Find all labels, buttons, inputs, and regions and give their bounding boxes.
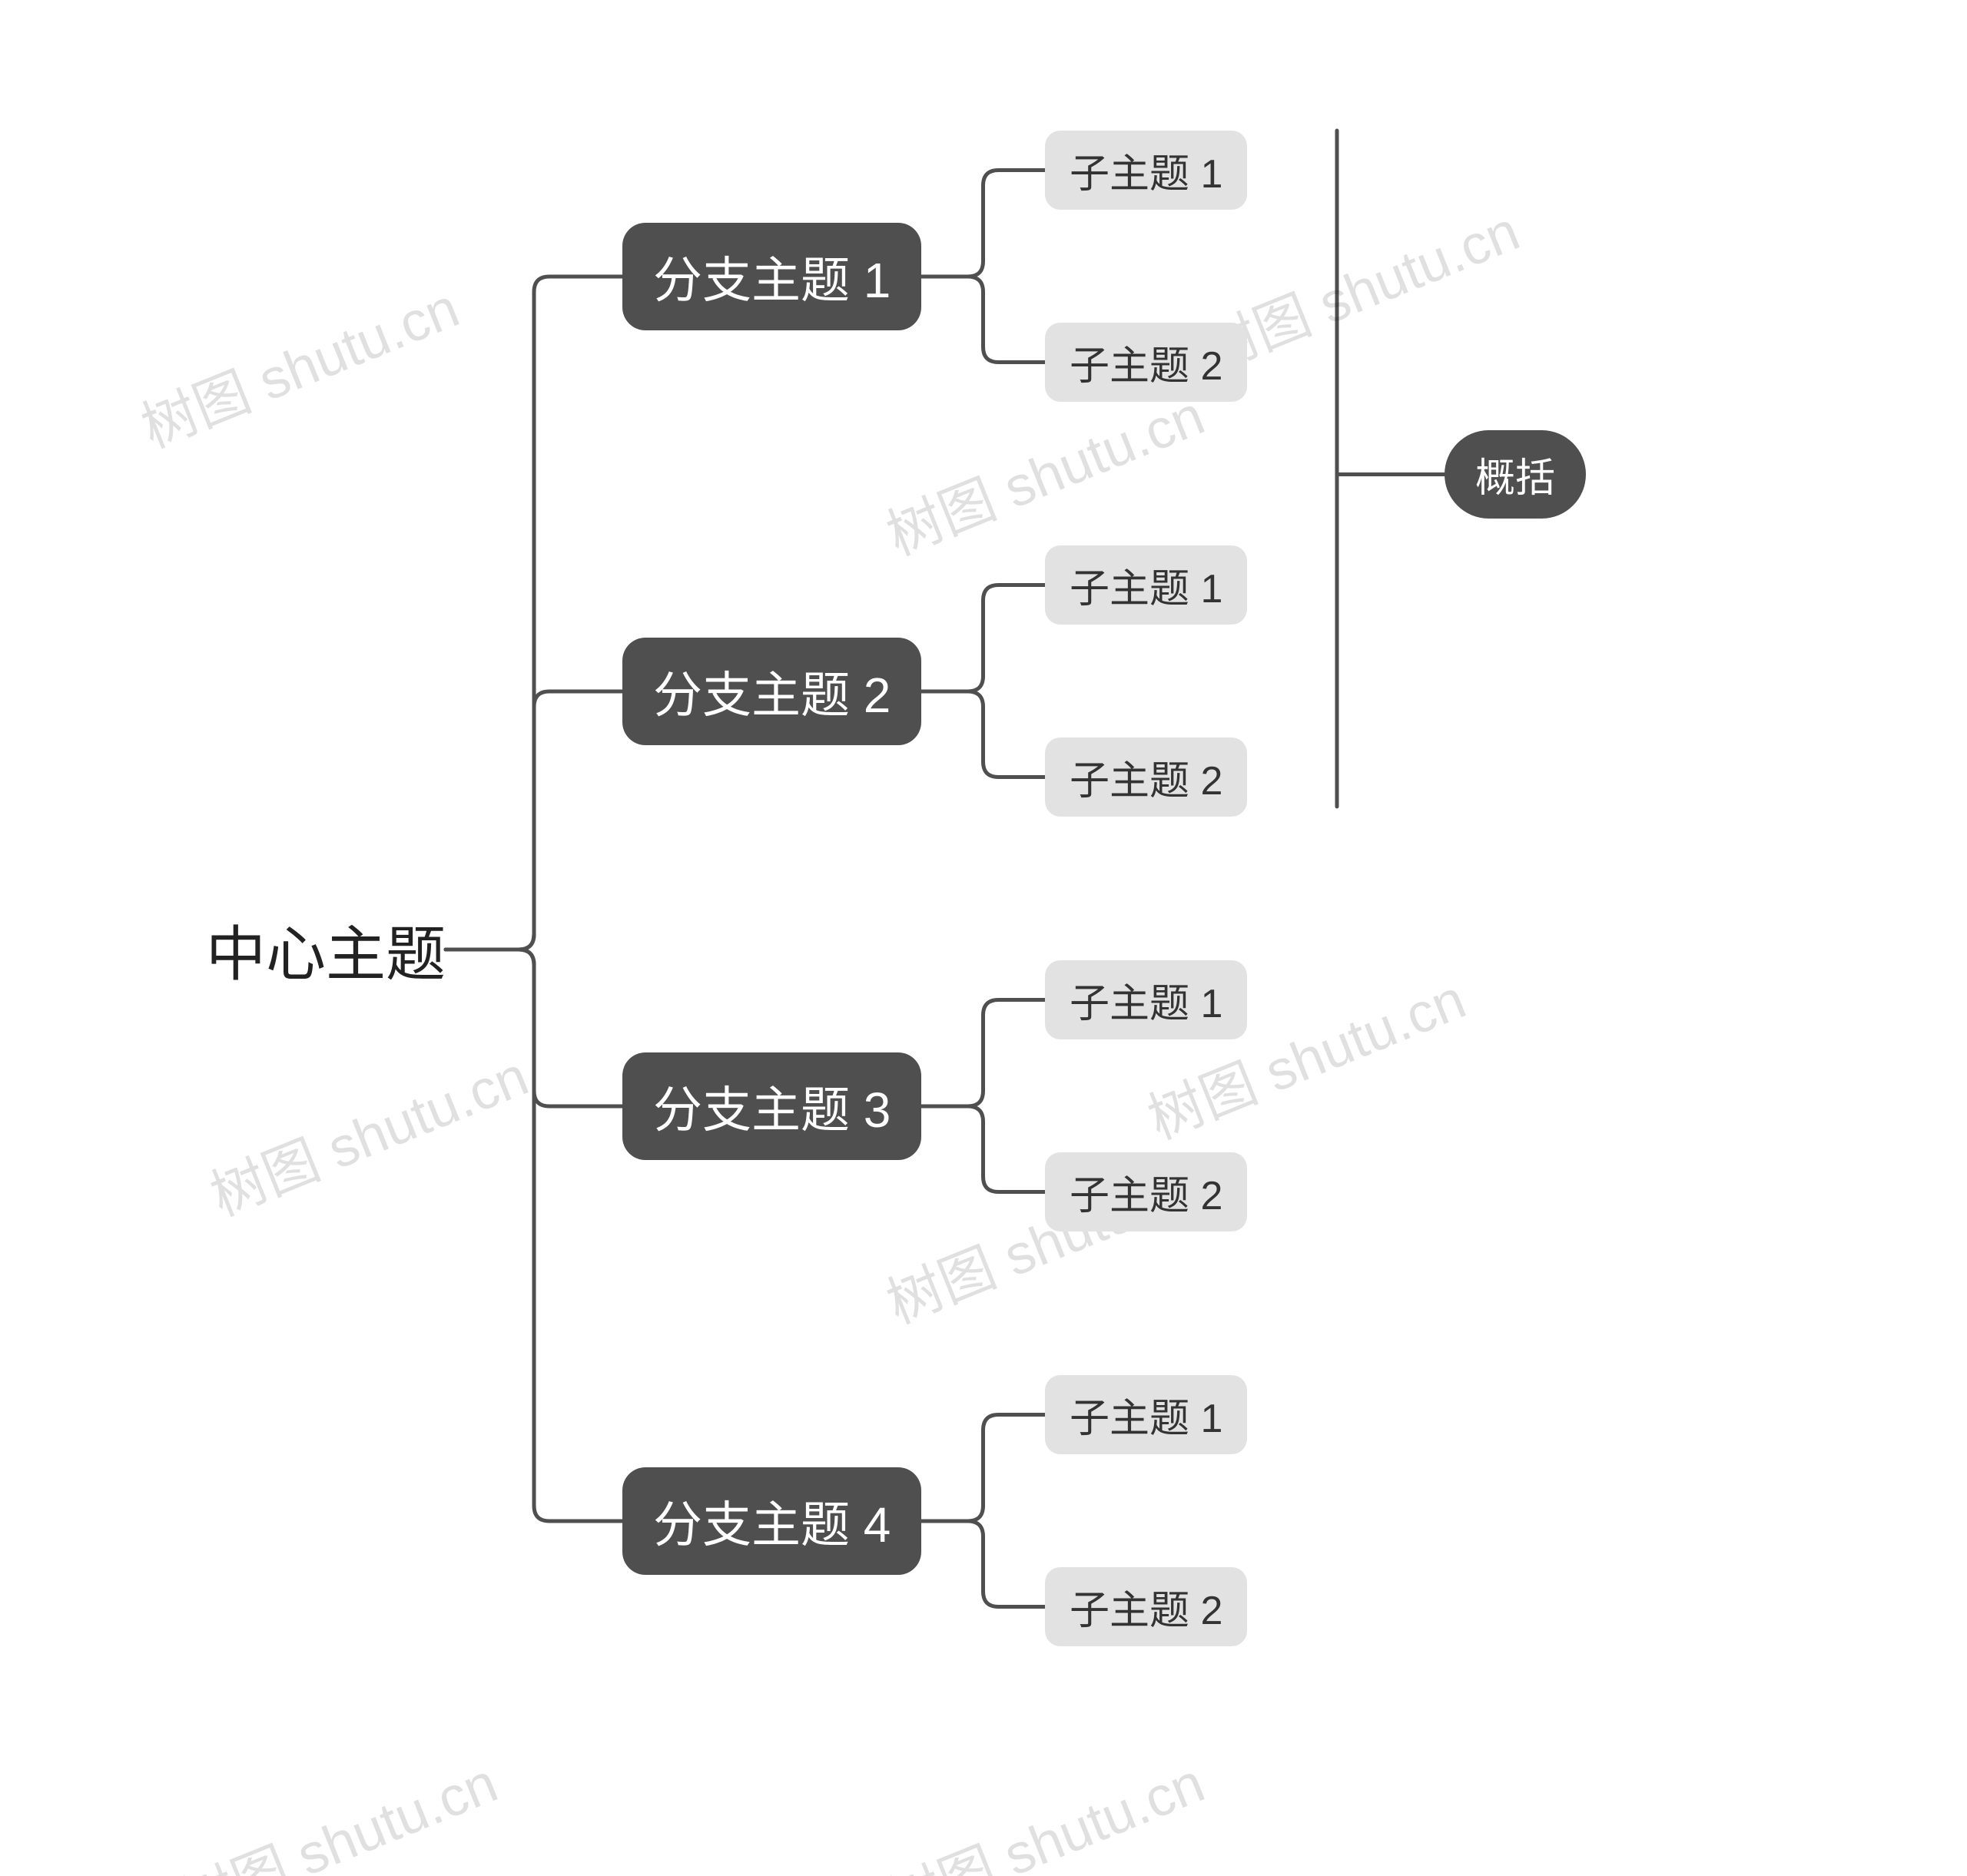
root-node[interactable]: 中心主题 bbox=[206, 907, 446, 993]
leaf-node-b1-2[interactable]: 子主题 2 bbox=[1045, 323, 1247, 402]
leaf-node-b2-2[interactable]: 子主题 2 bbox=[1045, 737, 1247, 817]
leaf-node-b4-2[interactable]: 子主题 2 bbox=[1045, 1567, 1247, 1646]
leaf-node-b4-1[interactable]: 子主题 1 bbox=[1045, 1375, 1247, 1454]
leaf-node-b3-1[interactable]: 子主题 1 bbox=[1045, 960, 1247, 1039]
watermark: 树图 shutu.cn bbox=[128, 263, 469, 463]
branch-node-1[interactable]: 分支主题 1 bbox=[622, 223, 921, 330]
leaf-node-b1-1[interactable]: 子主题 1 bbox=[1045, 131, 1247, 210]
branch-node-4[interactable]: 分支主题 4 bbox=[622, 1467, 921, 1575]
branch-node-2[interactable]: 分支主题 2 bbox=[622, 638, 921, 745]
watermark: 树图 shutu.cn bbox=[873, 1738, 1214, 1876]
summary-node[interactable]: 概括 bbox=[1445, 430, 1586, 519]
watermark: 树图 shutu.cn bbox=[197, 1031, 538, 1231]
branch-node-3[interactable]: 分支主题 3 bbox=[622, 1052, 921, 1160]
watermark: 树图 shutu.cn bbox=[166, 1738, 507, 1876]
leaf-node-b3-2[interactable]: 子主题 2 bbox=[1045, 1152, 1247, 1231]
mindmap-canvas: 树图 shutu.cn 树图 shutu.cn 树图 shutu.cn 树图 s… bbox=[0, 0, 1967, 1876]
leaf-node-b2-1[interactable]: 子主题 1 bbox=[1045, 545, 1247, 625]
